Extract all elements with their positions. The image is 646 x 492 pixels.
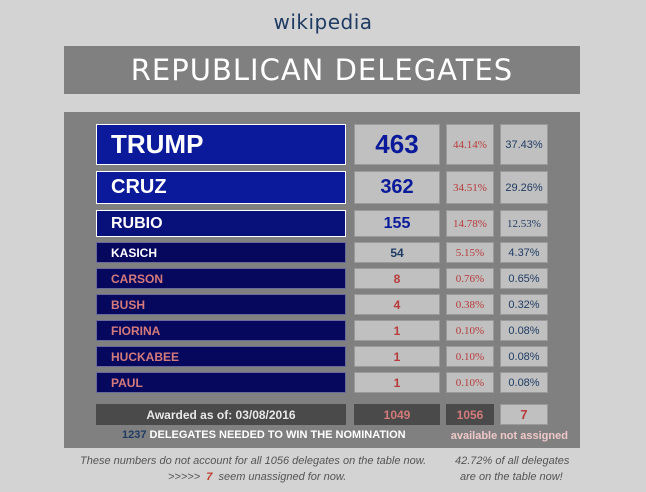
- delegates-needed-line: 1237 DELEGATES NEEDED TO WIN THE NOMINAT…: [122, 429, 406, 441]
- footnote-unassigned-number: 7: [206, 471, 213, 483]
- footnote-right-line2: are on the table now!: [460, 471, 563, 483]
- candidate-name: FIORINA: [96, 320, 346, 341]
- footnote-left-line1: These numbers do not account for all 105…: [80, 455, 427, 467]
- candidate-row-fiorina: FIORINA 1 0.10% 0.08%: [64, 320, 580, 341]
- delegate-board: TRUMP 463 44.14% 37.43% CRUZ 362 34.51% …: [64, 112, 580, 448]
- footnote-arrow-text: >>>>>: [168, 471, 207, 483]
- candidate-row-huckabee: HUCKABEE 1 0.10% 0.08%: [64, 346, 580, 367]
- delegate-count: 1: [354, 320, 440, 341]
- candidate-row-trump: TRUMP 463 44.14% 37.43%: [64, 124, 580, 165]
- candidate-row-bush: BUSH 4 0.38% 0.32%: [64, 294, 580, 315]
- total-available: 1056: [446, 404, 494, 425]
- pct-of-table: 12.53%: [500, 210, 548, 237]
- footnote-right-line1: 42.72% of all delegates: [455, 455, 570, 467]
- candidate-name: RUBIO: [96, 210, 346, 237]
- pct-of-awarded: 14.78%: [446, 210, 494, 237]
- delegate-count: 8: [354, 268, 440, 289]
- total-unassigned: 7: [500, 404, 548, 425]
- pct-of-table: 0.65%: [500, 268, 548, 289]
- pct-of-awarded: 0.10%: [446, 346, 494, 367]
- delegate-count: 54: [354, 242, 440, 263]
- pct-of-table: 0.32%: [500, 294, 548, 315]
- candidate-row-cruz: CRUZ 362 34.51% 29.26%: [64, 171, 580, 204]
- delegates-needed-text: DELEGATES NEEDED TO WIN THE NOMINATION: [146, 429, 406, 441]
- candidate-name: KASICH: [96, 242, 346, 263]
- candidate-name: BUSH: [96, 294, 346, 315]
- pct-of-awarded: 34.51%: [446, 171, 494, 204]
- candidate-row-kasich: KASICH 54 5.15% 4.37%: [64, 242, 580, 263]
- candidate-name: PAUL: [96, 372, 346, 393]
- delegates-needed-number: 1237: [122, 429, 147, 441]
- candidate-name: CRUZ: [96, 171, 346, 204]
- candidate-name: TRUMP: [96, 124, 346, 165]
- available-label: available: [450, 430, 498, 442]
- page-title-banner: REPUBLICAN DELEGATES: [64, 46, 580, 94]
- candidate-row-paul: PAUL 1 0.10% 0.08%: [64, 372, 580, 393]
- footnote-left-line2: >>>>> 7 seem unassigned for now.: [168, 471, 346, 483]
- footnote-unassigned-text: seem unassigned for now.: [212, 471, 347, 483]
- delegate-count: 1: [354, 372, 440, 393]
- candidate-row-carson: CARSON 8 0.76% 0.65%: [64, 268, 580, 289]
- candidate-row-rubio: RUBIO 155 14.78% 12.53%: [64, 210, 580, 237]
- pct-of-awarded: 0.38%: [446, 294, 494, 315]
- pct-of-table: 0.08%: [500, 320, 548, 341]
- pct-of-table: 0.08%: [500, 372, 548, 393]
- pct-of-awarded: 0.76%: [446, 268, 494, 289]
- pct-of-table: 37.43%: [500, 124, 548, 165]
- delegate-count: 4: [354, 294, 440, 315]
- delegate-count: 1: [354, 346, 440, 367]
- delegate-count: 362: [354, 171, 440, 204]
- not-assigned-label: not assigned: [500, 430, 568, 442]
- pct-of-table: 0.08%: [500, 346, 548, 367]
- awarded-as-of-label: Awarded as of: 03/08/2016: [96, 404, 346, 425]
- delegate-count: 463: [354, 124, 440, 165]
- pct-of-table: 4.37%: [500, 242, 548, 263]
- pct-of-table: 29.26%: [500, 171, 548, 204]
- candidate-name: HUCKABEE: [96, 346, 346, 367]
- candidate-name: CARSON: [96, 268, 346, 289]
- pct-of-awarded: 44.14%: [446, 124, 494, 165]
- pct-of-awarded: 0.10%: [446, 372, 494, 393]
- total-awarded: 1049: [354, 404, 440, 425]
- delegate-count: 155: [354, 210, 440, 237]
- pct-of-awarded: 0.10%: [446, 320, 494, 341]
- pct-of-awarded: 5.15%: [446, 242, 494, 263]
- site-title: wikipedia: [273, 10, 373, 34]
